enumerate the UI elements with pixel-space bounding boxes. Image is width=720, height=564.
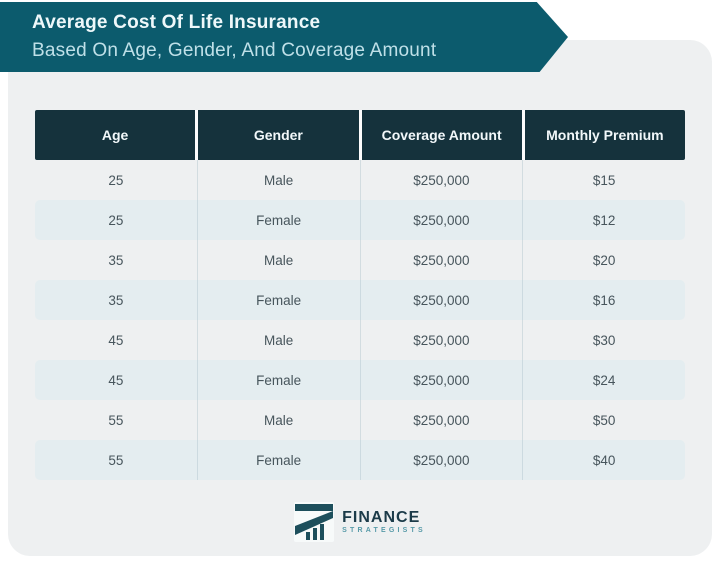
- table-row: 35 Female $250,000 $16: [35, 280, 685, 320]
- column-header: Monthly Premium: [546, 127, 664, 143]
- table-body: 25 Male $250,000 $15 25 Female $250,000 $12 35 Ma…: [35, 160, 685, 480]
- table-cell: 45: [35, 360, 198, 400]
- table-cell: Male: [198, 320, 361, 360]
- table-row: 55 Male $250,000 $50: [35, 400, 685, 440]
- table-cell: 35: [35, 280, 198, 320]
- table-row: 25 Male $250,000 $15: [35, 160, 685, 200]
- table-cell: $16: [592, 292, 616, 308]
- table-cell: $250,000: [361, 160, 524, 200]
- table-cell: Male: [198, 160, 361, 200]
- table-cell: Female: [198, 280, 361, 320]
- brand-subname: STRATEGISTS: [342, 527, 426, 534]
- table-header-row: Age Gender Coverage Amount Monthly Premium: [35, 110, 685, 160]
- brand-name: FINANCE: [342, 509, 421, 526]
- growth-chart-logo-icon: [294, 502, 335, 542]
- table-cell: $250,000: [361, 240, 524, 280]
- brand-text: FINANCE STRATEGISTS: [342, 509, 426, 535]
- table-cell: $250,000: [361, 200, 524, 240]
- table-cell: $250,000: [361, 360, 524, 400]
- table-row: 35 Male $250,000 $20: [35, 240, 685, 280]
- table-row: 45 Female $250,000 $24: [35, 360, 685, 400]
- table-cell: $250,000: [361, 280, 524, 320]
- table-cell: 55: [35, 440, 198, 480]
- column-header: Age: [35, 110, 199, 160]
- table-cell: $30: [592, 332, 616, 348]
- table-cell: 25: [35, 160, 198, 200]
- table-cell: 45: [35, 320, 198, 360]
- table-cell: $250,000: [361, 440, 524, 480]
- table-cell: Male: [198, 400, 361, 440]
- table-cell: Male: [198, 240, 361, 280]
- table-row: 45 Male $250,000 $30: [35, 320, 685, 360]
- footer-brand: FINANCE STRATEGISTS: [0, 502, 720, 542]
- table-row: 55 Female $250,000 $40: [35, 440, 685, 480]
- title-banner: Average Cost Of Life Insurance Based On …: [0, 2, 568, 72]
- column-header: Gender: [198, 110, 362, 160]
- column-header: Coverage Amount: [362, 110, 525, 160]
- table-cell: $20: [592, 252, 616, 268]
- table-cell: Female: [198, 200, 361, 240]
- premium-table: Age Gender Coverage Amount Monthly Premium …: [35, 110, 685, 480]
- table-cell: Female: [198, 360, 361, 400]
- table-cell: $40: [592, 452, 616, 468]
- table-cell: Female: [198, 440, 361, 480]
- page-subtitle: Based On Age, Gender, And Coverage Amoun…: [32, 40, 437, 61]
- table-cell: 55: [35, 400, 198, 440]
- table-cell: $250,000: [361, 400, 524, 440]
- table-row: 25 Female $250,000 $12: [35, 200, 685, 240]
- table-cell: $250,000: [361, 320, 524, 360]
- table-cell: 25: [35, 200, 198, 240]
- table-cell: $24: [592, 372, 616, 388]
- table-cell: $50: [592, 412, 616, 428]
- table-cell: 35: [35, 240, 198, 280]
- page-title: Average Cost Of Life Insurance: [32, 12, 321, 33]
- table-cell: $12: [592, 212, 616, 228]
- table-cell: $15: [592, 172, 616, 188]
